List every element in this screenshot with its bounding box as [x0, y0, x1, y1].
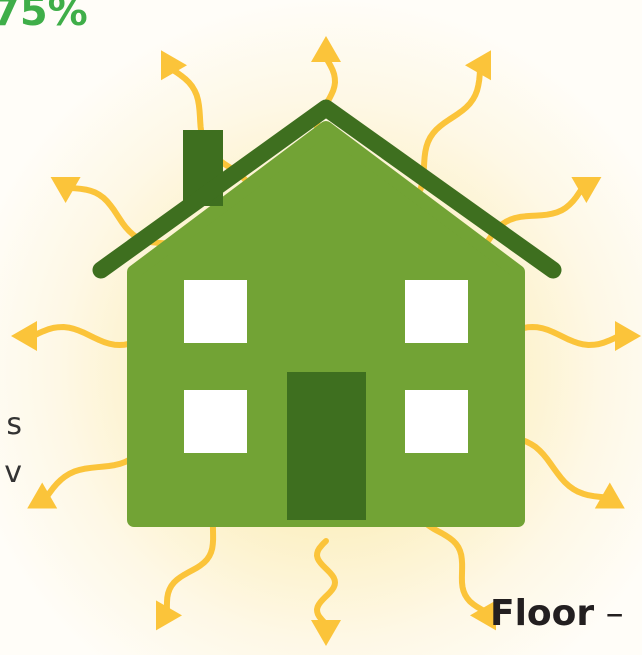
wavy-arrow-icon: [11, 321, 37, 351]
roof: [92, 99, 562, 279]
heat-loss-percentage: 75%: [0, 0, 88, 35]
floor-label: Floor –: [490, 596, 624, 632]
wavy-arrow-icon: [571, 177, 602, 203]
wavy-arrow-icon: [50, 177, 81, 203]
house-icon: [92, 99, 562, 527]
wavy-arrow-icon: [161, 50, 187, 81]
cropped-text-fragment: s: [6, 410, 22, 440]
floor-label-title: Floor: [490, 593, 595, 634]
door: [287, 372, 366, 520]
floor-label-dash: –: [594, 593, 624, 634]
wavy-arrow-icon: [470, 600, 496, 631]
window-bottom-right: [405, 390, 468, 453]
wavy-arrow-icon: [156, 600, 182, 631]
window-bottom-left: [184, 390, 247, 453]
window-top-right: [405, 280, 468, 343]
heat-arrow-wave: [314, 538, 338, 627]
wavy-arrow-icon: [594, 482, 625, 509]
wavy-arrow-icon: [27, 482, 58, 509]
wavy-arrow-icon: [615, 321, 641, 351]
window-top-left: [184, 280, 247, 343]
wavy-arrow-icon: [311, 36, 341, 62]
wavy-arrow-icon: [311, 620, 341, 646]
wavy-arrow-icon: [465, 50, 491, 81]
cropped-text-fragment: v: [4, 458, 22, 488]
